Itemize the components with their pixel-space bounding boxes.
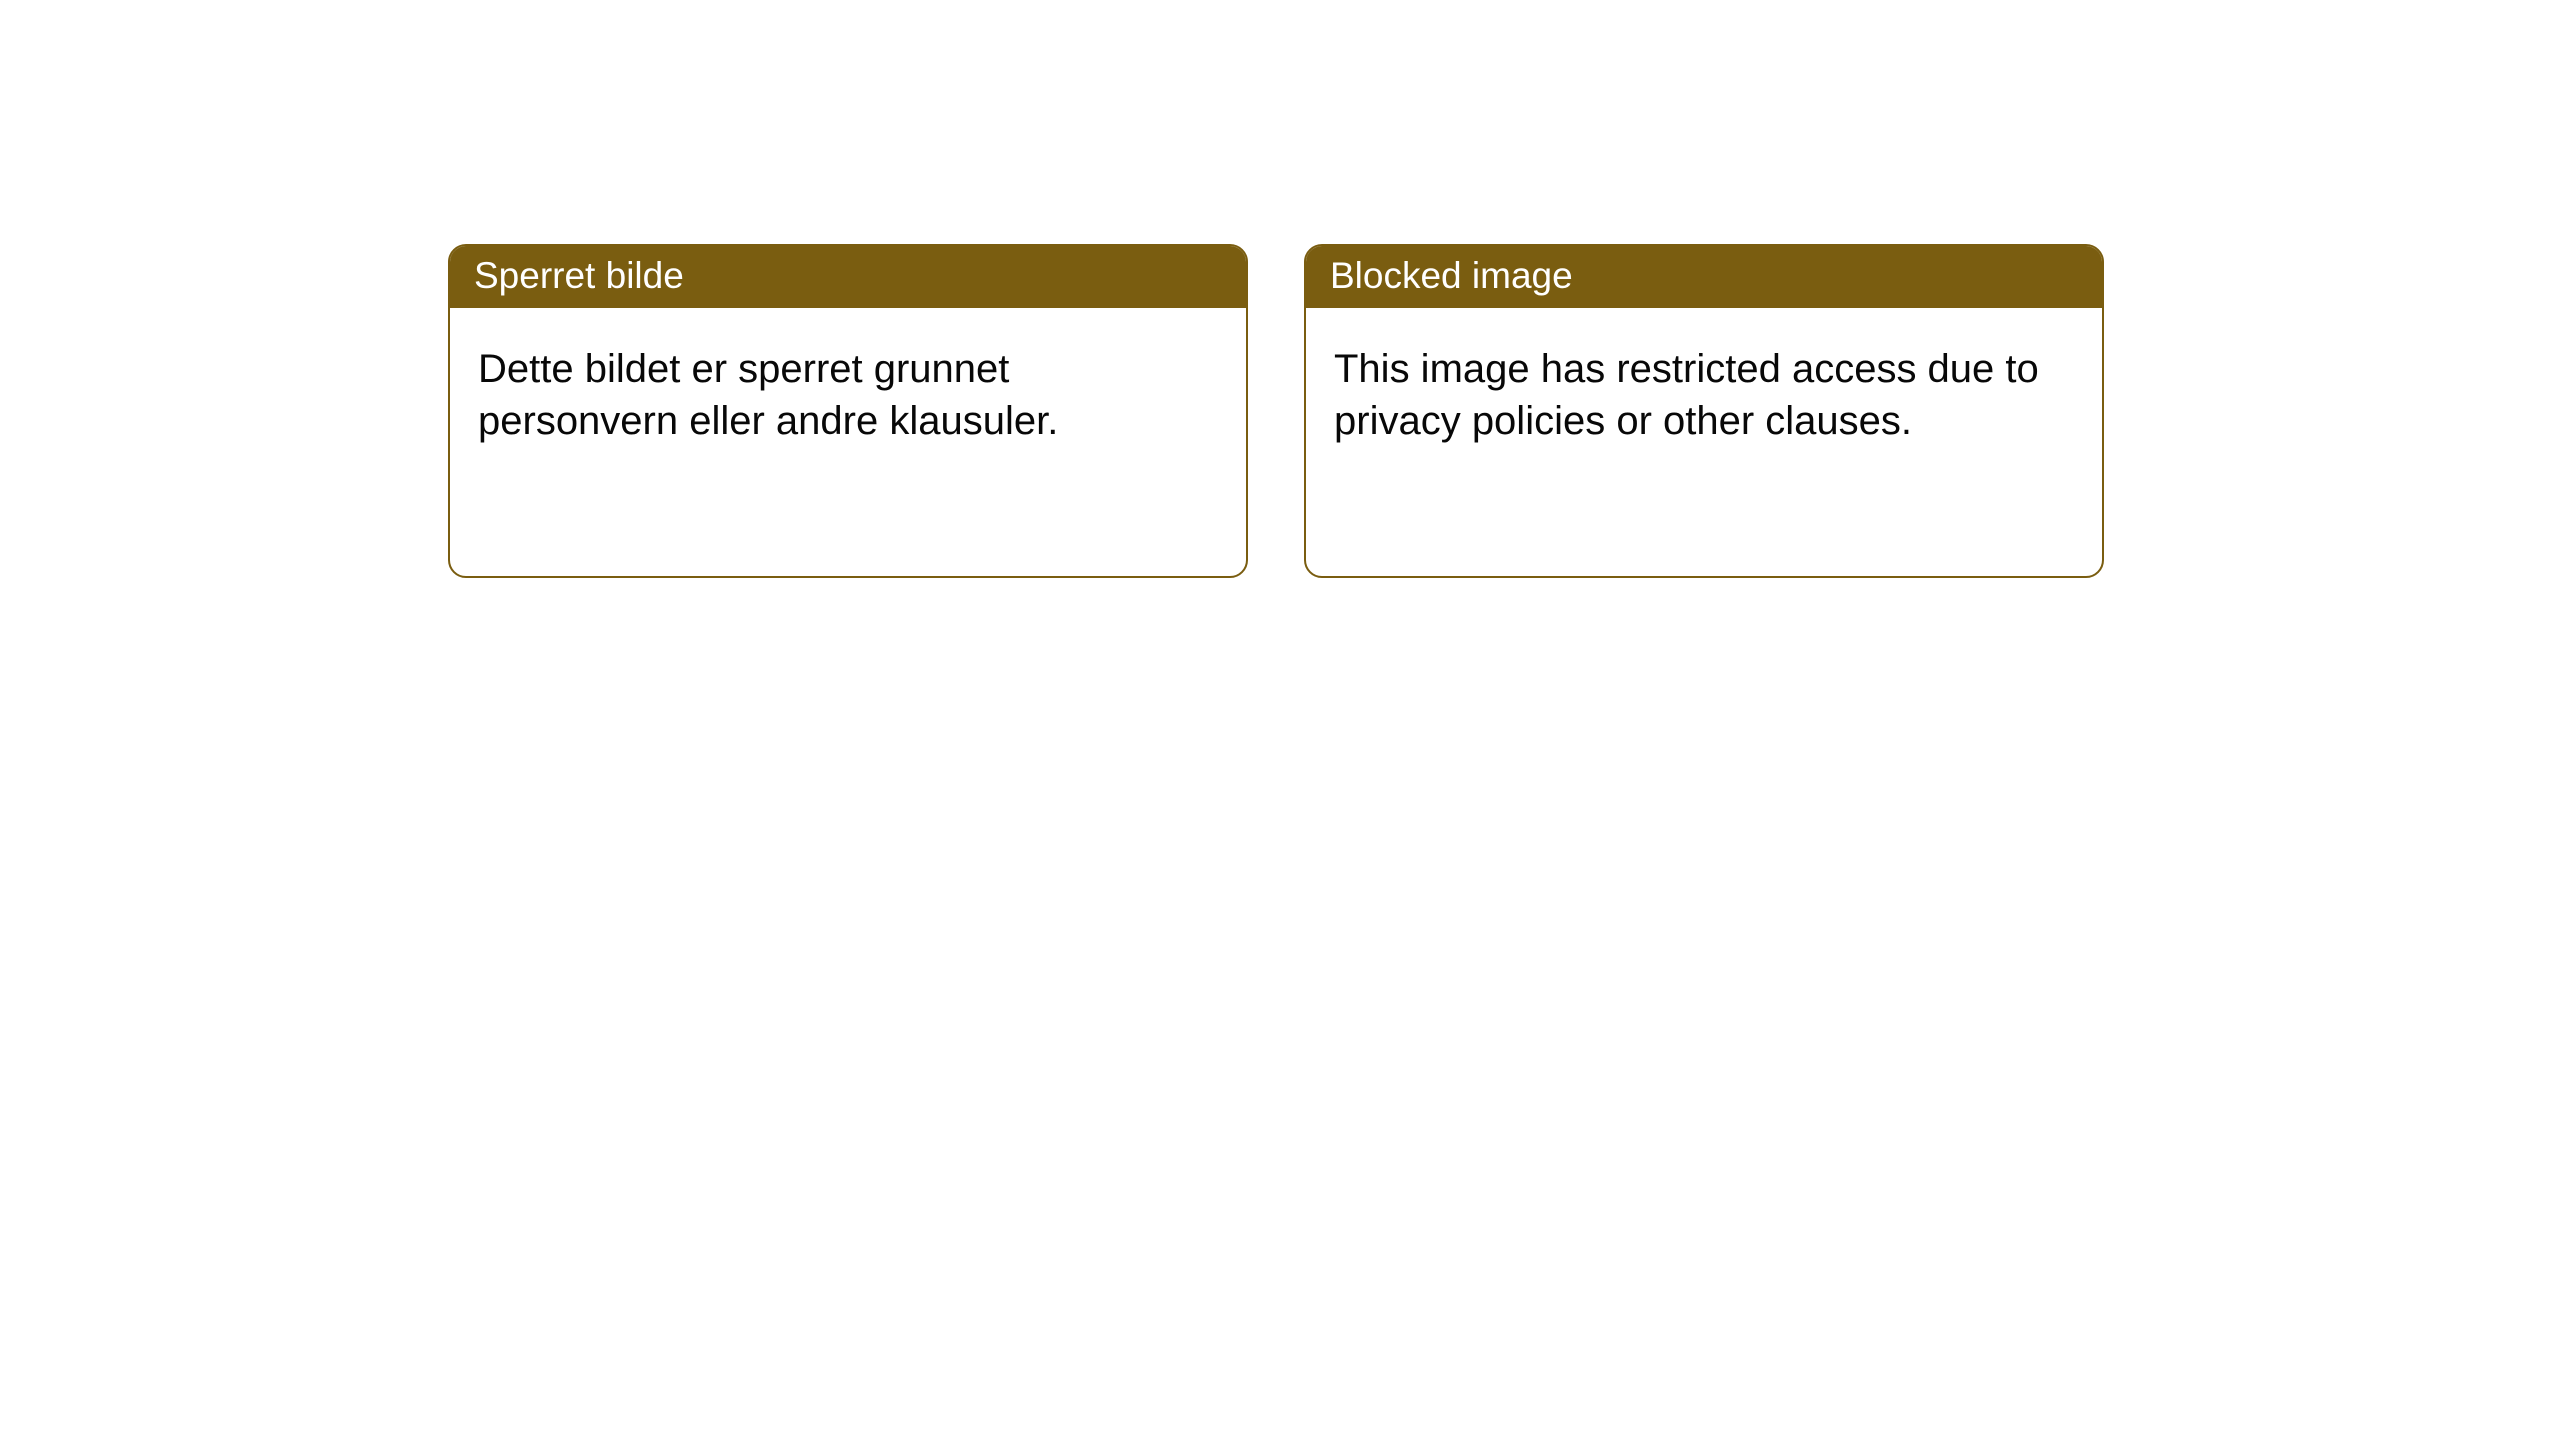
cards-container: Sperret bilde Dette bildet er sperret gr… <box>0 0 2560 578</box>
card-body-text: This image has restricted access due to … <box>1306 308 2102 466</box>
card-title: Blocked image <box>1306 246 2102 308</box>
card-body-text: Dette bildet er sperret grunnet personve… <box>450 308 1246 466</box>
notice-card-norwegian: Sperret bilde Dette bildet er sperret gr… <box>448 244 1248 578</box>
card-title: Sperret bilde <box>450 246 1246 308</box>
notice-card-english: Blocked image This image has restricted … <box>1304 244 2104 578</box>
